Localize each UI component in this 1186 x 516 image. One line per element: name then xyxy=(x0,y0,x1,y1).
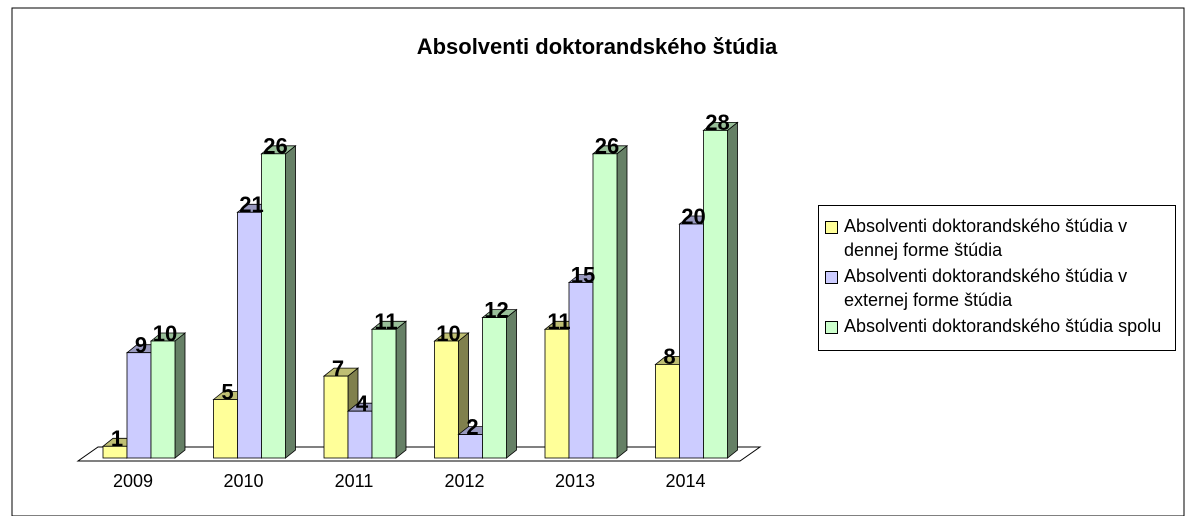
bar xyxy=(371,328,397,459)
bar xyxy=(703,129,728,459)
legend-label: Absolventi doktorandského štúdia spolu xyxy=(844,316,1162,336)
x-tick-label: 2009 xyxy=(113,471,153,491)
chart-frame xyxy=(11,7,1185,516)
bar xyxy=(347,410,373,459)
bar xyxy=(544,328,570,459)
data-label: 12 xyxy=(484,297,508,322)
data-label: 7 xyxy=(332,356,344,381)
x-tick-label: 2010 xyxy=(223,471,263,491)
data-label: 4 xyxy=(356,391,369,416)
data-label: 20 xyxy=(681,204,705,229)
data-label: 10 xyxy=(153,321,177,346)
bar xyxy=(482,317,507,459)
data-label: 15 xyxy=(571,262,595,287)
data-label: 26 xyxy=(263,134,287,159)
legend-label: Absolventi doktorandského štúdia v denne… xyxy=(844,216,1128,260)
bar-side xyxy=(616,144,628,459)
bar xyxy=(213,399,238,459)
bar xyxy=(126,352,152,459)
bar-side xyxy=(506,308,517,459)
bar xyxy=(261,153,286,459)
bar xyxy=(237,211,262,459)
bar-side xyxy=(727,121,738,459)
x-tick-label: 2014 xyxy=(665,471,705,491)
bar-side xyxy=(285,144,296,459)
legend-item: Absolventi doktorandského štúdia v exter… xyxy=(825,264,1175,312)
data-label: 8 xyxy=(663,344,675,369)
data-label: 28 xyxy=(705,110,729,135)
bar-side xyxy=(395,320,407,459)
legend-swatch xyxy=(825,321,838,334)
bar xyxy=(655,363,680,459)
data-label: 9 xyxy=(135,333,147,358)
data-label: 11 xyxy=(374,309,397,334)
bar xyxy=(434,340,459,459)
data-label: 1 xyxy=(111,426,123,451)
legend-label: Absolventi doktorandského štúdia v exter… xyxy=(844,266,1128,310)
data-label: 21 xyxy=(239,192,263,217)
data-label: 2 xyxy=(466,414,478,439)
legend-swatch xyxy=(825,271,838,284)
data-label: 5 xyxy=(221,379,233,404)
bar xyxy=(592,153,618,459)
data-label: 26 xyxy=(595,134,619,159)
chart-title: Absolventi doktorandského štúdia xyxy=(417,34,778,59)
x-tick-label: 2013 xyxy=(555,471,595,491)
bar xyxy=(323,375,349,459)
bar xyxy=(150,340,176,459)
floor xyxy=(76,446,762,462)
legend-swatch xyxy=(825,221,838,234)
data-label: 11 xyxy=(547,309,570,334)
x-tick-label: 2011 xyxy=(335,471,374,491)
data-label: 10 xyxy=(436,321,460,346)
legend-item: Absolventi doktorandského štúdia v denne… xyxy=(825,214,1175,262)
legend: Absolventi doktorandského štúdia v denne… xyxy=(818,205,1176,351)
x-tick-label: 2012 xyxy=(444,471,484,491)
legend-item: Absolventi doktorandského štúdia spolu xyxy=(825,314,1175,338)
bar xyxy=(679,223,704,459)
bar-side xyxy=(174,332,186,459)
bar xyxy=(568,282,594,459)
